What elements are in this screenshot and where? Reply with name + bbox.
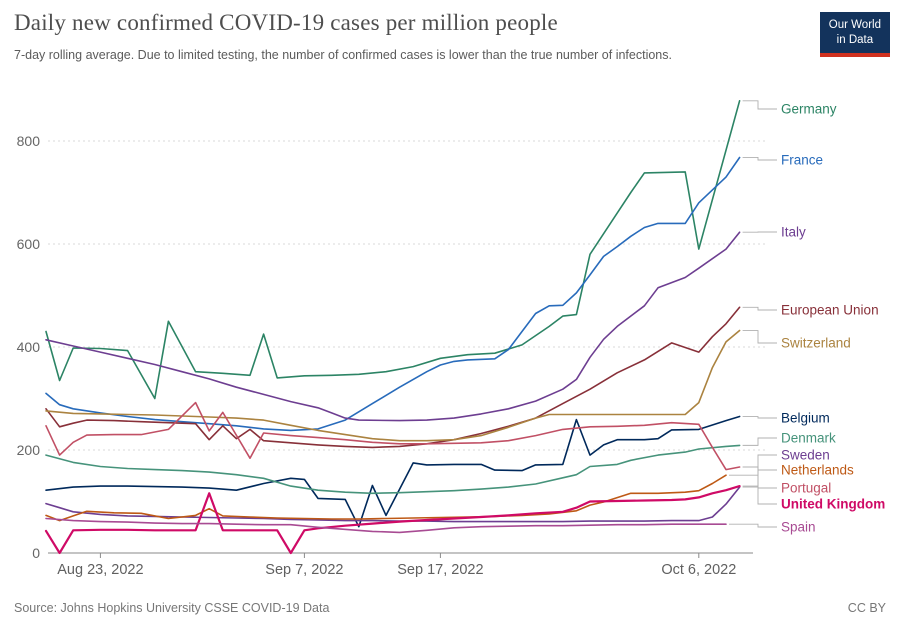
owid-logo: Our World in Data — [819, 12, 890, 57]
legend-label-switzerland[interactable]: Switzerland — [781, 336, 851, 351]
legend-connector-belgium — [742, 416, 777, 419]
series-line-switzerland — [45, 329, 741, 442]
legend-connector-united-kingdom — [742, 485, 777, 505]
y-tick-label-200: 200 — [17, 442, 41, 458]
series-line-spain — [45, 517, 727, 534]
series-line-netherlands — [45, 474, 727, 522]
legend-connector-germany — [742, 100, 777, 110]
license-note[interactable]: CC BY — [847, 601, 886, 615]
series-line-germany — [45, 100, 741, 400]
owid-logo-line1: Our World — [828, 19, 881, 31]
series-line-belgium — [45, 415, 741, 528]
series-line-denmark — [45, 444, 741, 495]
x-tick-label: Sep 7, 2022 — [265, 562, 343, 578]
x-tick-label: Aug 23, 2022 — [57, 562, 143, 578]
y-tick-label-0: 0 — [32, 545, 40, 561]
x-tick-label: Sep 17, 2022 — [397, 562, 483, 578]
legend-label-portugal[interactable]: Portugal — [781, 481, 831, 496]
series-line-united-kingdom — [44, 485, 741, 555]
series-line-portugal — [45, 401, 741, 471]
legend-label-sweden[interactable]: Sweden — [781, 448, 830, 463]
legend-label-netherlands[interactable]: Netherlands — [781, 463, 854, 478]
legend-label-denmark[interactable]: Denmark — [781, 431, 836, 446]
legend-connector-portugal — [742, 466, 777, 489]
y-tick-label-800: 800 — [17, 133, 41, 149]
series-line-european-union — [45, 306, 741, 449]
y-tick-label-600: 600 — [17, 236, 41, 252]
chart-title: Daily new confirmed COVID-19 cases per m… — [14, 10, 558, 35]
legend-label-france[interactable]: France — [781, 153, 823, 168]
legend-connector-spain — [729, 523, 777, 528]
legend-connector-netherlands — [729, 469, 777, 476]
source-note: Source: Johns Hopkins University CSSE CO… — [14, 601, 330, 615]
legend-label-belgium[interactable]: Belgium — [781, 411, 830, 426]
legend-connector-france — [742, 157, 777, 161]
legend-label-italy[interactable]: Italy — [781, 225, 806, 240]
series-line-italy — [45, 231, 741, 422]
legend-connector-switzerland — [742, 330, 777, 344]
legend-label-germany[interactable]: Germany — [781, 102, 837, 117]
x-tick-label: Oct 6, 2022 — [661, 562, 736, 578]
legend-connector-denmark — [742, 437, 777, 446]
legend-label-united-kingdom[interactable]: United Kingdom — [781, 497, 885, 512]
chart-subtitle: 7-day rolling average. Due to limited te… — [14, 48, 672, 62]
owid-logo-line2: in Data — [836, 33, 874, 46]
legend-label-spain[interactable]: Spain — [781, 520, 816, 535]
y-tick-label-400: 400 — [17, 339, 41, 355]
legend-label-european-union[interactable]: European Union — [781, 303, 879, 318]
legend-connector-european-union — [742, 306, 777, 311]
legend-connector-sweden — [742, 454, 777, 488]
